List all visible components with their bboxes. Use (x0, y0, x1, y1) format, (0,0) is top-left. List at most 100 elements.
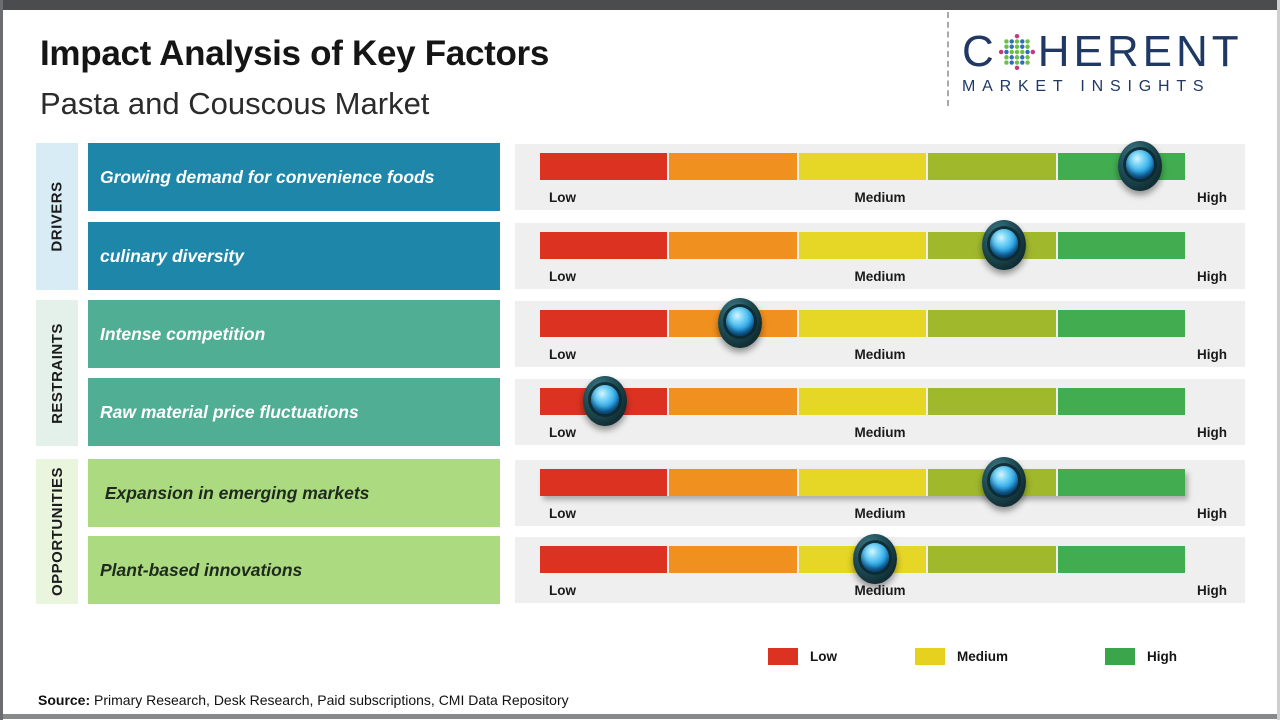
impact-marker (982, 220, 1026, 270)
impact-bar-segment (928, 310, 1056, 337)
factor-label: Raw material price fluctuations (100, 401, 359, 422)
scale-low-label: Low (549, 347, 576, 362)
section-strip: OPPORTUNITIES (36, 459, 78, 604)
impact-bar (540, 469, 1186, 496)
coherent-logo-dotted-o-icon (998, 33, 1035, 71)
scale-medium-label: Medium (854, 269, 906, 284)
legend-swatch (1105, 647, 1135, 665)
factor-box: Growing demand for convenience foods (88, 143, 500, 211)
legend-item: Low (768, 646, 837, 666)
impact-bar-segment (540, 469, 668, 496)
scale-low-label: Low (549, 583, 576, 598)
impact-panel: Low Medium High (515, 141, 1245, 210)
scale-high-label: High (1197, 425, 1227, 440)
slide-border-top (0, 0, 1280, 10)
scale-low-label: Low (549, 190, 576, 205)
impact-bar (540, 232, 1186, 259)
impact-bar-segment (928, 546, 1056, 573)
impact-marker (718, 298, 762, 348)
scale-high-label: High (1197, 506, 1227, 521)
logo-brand-line: C HERENT (962, 30, 1262, 74)
page-title: Impact Analysis of Key Factors (40, 34, 550, 73)
impact-bar-segment (669, 388, 797, 415)
impact-bar-segment (1057, 469, 1186, 496)
scale-low-label: Low (549, 269, 576, 284)
impact-marker (583, 376, 627, 426)
slide-border-left (0, 0, 3, 720)
impact-bar-segment (540, 310, 668, 337)
factor-row: Growing demand for convenience foods Low… (0, 141, 1280, 211)
impact-bar-segment (798, 232, 927, 259)
scale-medium-label: Medium (854, 425, 906, 440)
scale-high-label: High (1197, 190, 1227, 205)
impact-bar-segment (540, 232, 668, 259)
factor-label: Plant-based innovations (100, 559, 303, 580)
impact-marker (982, 457, 1026, 507)
impact-panel: Low Medium High (515, 220, 1245, 289)
factor-box: Raw material price fluctuations (88, 378, 500, 446)
scale-medium-label: Medium (854, 190, 906, 205)
impact-bar-segment (1057, 388, 1186, 415)
impact-bar-segment (669, 232, 797, 259)
source-prefix: Source: (38, 692, 91, 708)
section-strip: RESTRAINTS (36, 300, 78, 446)
section-strip: DRIVERS (36, 143, 78, 290)
legend-item: Medium (915, 646, 1008, 666)
scale-low-label: Low (549, 425, 576, 440)
scale-medium-label: Medium (854, 506, 906, 521)
impact-bar (540, 310, 1186, 337)
impact-bar-segment (1057, 232, 1186, 259)
impact-bar-segment (669, 546, 797, 573)
impact-bar-segment (798, 388, 927, 415)
impact-bar (540, 388, 1186, 415)
legend-label: Medium (957, 648, 1009, 664)
impact-panel: Low Medium High (515, 376, 1245, 445)
impact-marker (1118, 141, 1162, 191)
impact-bar-segment (1057, 546, 1186, 573)
impact-bar-segment (798, 469, 927, 496)
source-note: Source: Primary Research, Desk Research,… (38, 692, 569, 708)
scale-medium-label: Medium (854, 347, 906, 362)
factor-box: Plant-based innovations (88, 536, 500, 604)
slide-border-right (1277, 0, 1280, 720)
impact-panel: Low Medium High (515, 298, 1245, 367)
factor-label: culinary diversity (100, 245, 244, 266)
legend-swatch (915, 647, 945, 665)
factor-row: culinary diversity Low Medium High (0, 220, 1280, 290)
factor-row: Expansion in emerging markets Low Medium… (0, 457, 1280, 527)
scale-high-label: High (1197, 347, 1227, 362)
impact-bar-segment (669, 469, 797, 496)
impact-bar-segment (669, 153, 797, 180)
factor-row: Plant-based innovations Low Medium High (0, 534, 1280, 604)
page-subtitle: Pasta and Couscous Market (40, 86, 430, 121)
legend-label: High (1147, 648, 1177, 664)
factor-box: Intense competition (88, 300, 500, 368)
factor-box: culinary diversity (88, 222, 500, 290)
impact-bar (540, 153, 1186, 180)
logo-brand-prefix: C (962, 27, 998, 76)
impact-bar-segment (928, 388, 1056, 415)
slide-border-bottom (0, 714, 1280, 719)
source-text: Primary Research, Desk Research, Paid su… (90, 692, 569, 708)
impact-bar-segment (928, 153, 1056, 180)
impact-panel: Low Medium High (515, 534, 1245, 603)
scale-medium-label: Medium (854, 583, 906, 598)
legend-label: Low (810, 648, 837, 664)
factor-label: Expansion in emerging markets (100, 482, 370, 503)
scale-low-label: Low (549, 506, 576, 521)
impact-bar-segment (540, 153, 668, 180)
logo-brand-suffix: HERENT (1037, 27, 1243, 76)
factor-label: Intense competition (100, 323, 266, 344)
factor-label: Growing demand for convenience foods (100, 166, 435, 187)
impact-panel: Low Medium High (515, 457, 1245, 526)
legend-item: High (1105, 646, 1177, 666)
coherent-market-insights-logo: C HERENT MARKET INSIGHTS (962, 30, 1262, 96)
scale-high-label: High (1197, 583, 1227, 598)
legend-swatch (768, 647, 798, 665)
impact-bar-segment (798, 310, 927, 337)
logo-divider (947, 12, 949, 106)
impact-bar-segment (798, 153, 927, 180)
factor-row: Intense competition Low Medium High (0, 298, 1280, 368)
logo-tagline: MARKET INSIGHTS (962, 78, 1211, 95)
